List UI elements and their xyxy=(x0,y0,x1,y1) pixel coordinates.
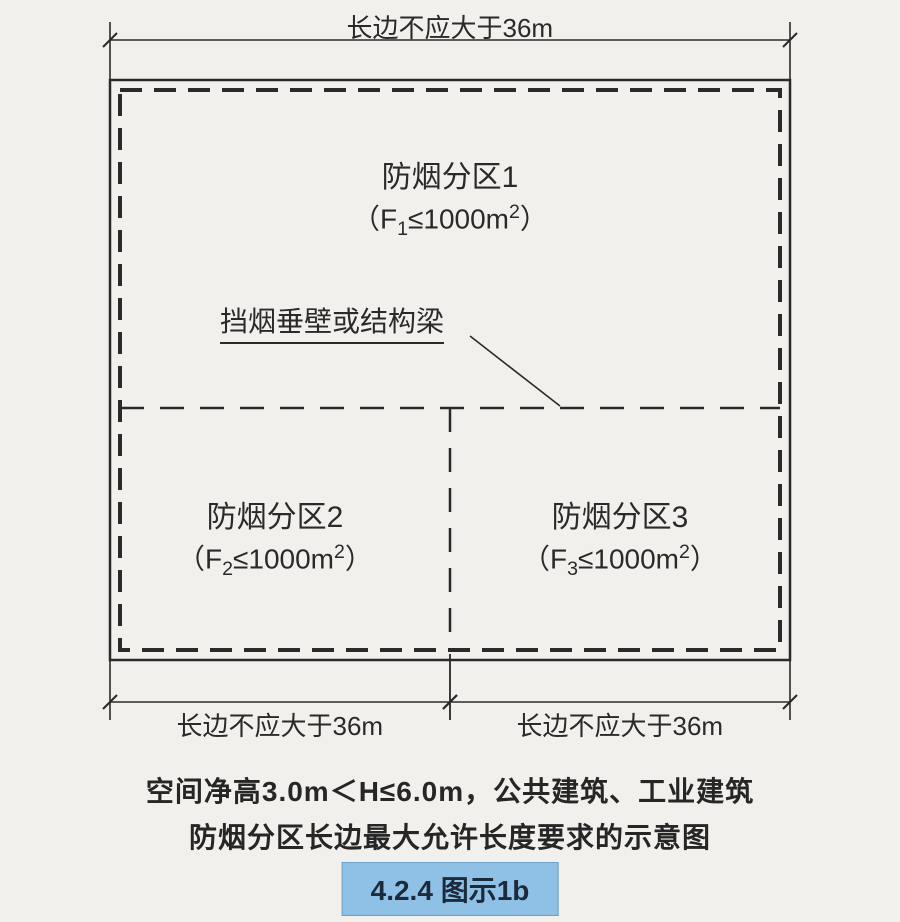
dim-top-label: 长边不应大于36m xyxy=(347,8,554,45)
caption-line1: 空间净高3.0m＜H≤6.0m，公共建筑、工业建筑 xyxy=(0,770,900,810)
zone1-area: （F1≤1000m2） xyxy=(352,199,548,242)
zone3-title: 防烟分区3 xyxy=(522,498,718,539)
zone3-area: （F3≤1000m2） xyxy=(522,539,718,582)
zone2-area: （F2≤1000m2） xyxy=(177,539,373,582)
zone3-label: 防烟分区3 （F3≤1000m2） xyxy=(522,498,718,582)
zone2-title: 防烟分区2 xyxy=(177,498,373,539)
zone2-label: 防烟分区2 （F2≤1000m2） xyxy=(177,498,373,582)
caption-line2: 防烟分区长边最大允许长度要求的示意图 xyxy=(0,816,900,856)
barrier-label: 挡烟垂壁或结构梁 xyxy=(220,300,444,344)
zone1-title: 防烟分区1 xyxy=(352,158,548,199)
dim-botl-label: 长边不应大于36m xyxy=(177,706,384,743)
figure-caption: 空间净高3.0m＜H≤6.0m，公共建筑、工业建筑 防烟分区长边最大允许长度要求… xyxy=(0,770,900,856)
figure-reference: 4.2.4 图示1b xyxy=(342,862,559,916)
dim-botr-label: 长边不应大于36m xyxy=(517,706,724,743)
zone1-label: 防烟分区1 （F1≤1000m2） xyxy=(352,158,548,242)
